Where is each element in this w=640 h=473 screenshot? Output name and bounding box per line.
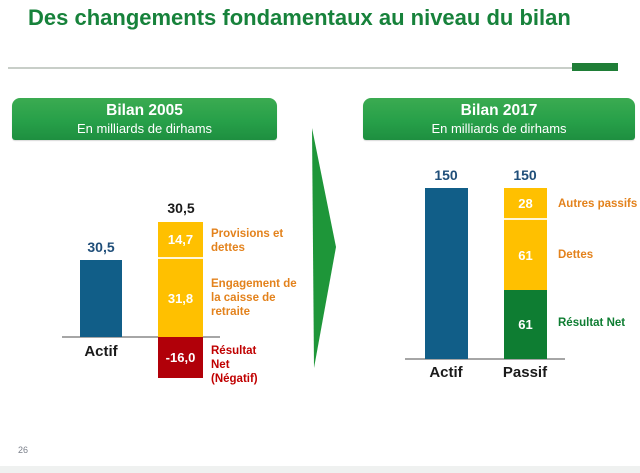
axis-2017 [405, 358, 565, 360]
anno-2005-resultat: Résultat Net (Négatif) [211, 345, 258, 386]
label-2017-actif-total: 150 [434, 167, 458, 183]
anno-2005-provisions: Provisions et dettes [211, 228, 284, 255]
label-2017-passif-total: 150 [513, 167, 537, 183]
page-title: Des changements fondamentaux au niveau d… [28, 5, 571, 30]
seg-2005-resultat-value: -16,0 [165, 350, 196, 365]
header-bilan-2005: Bilan 2005 En milliards de dirhams [12, 98, 277, 140]
title-underline-accent [572, 63, 618, 71]
seg-2005-provisions-value: 14,7 [167, 232, 194, 247]
label-2005-passif-total: 30,5 [167, 200, 195, 216]
seg-2005-provisions: 14,7 [158, 222, 203, 259]
header-bilan-2017-subtitle: En milliards de dirhams [431, 121, 567, 136]
header-bilan-2005-title: Bilan 2005 [106, 102, 183, 119]
seg-2005-engagement-value: 31,8 [167, 290, 194, 306]
bar-2005-actif [80, 260, 122, 337]
seg-2017-dettes: 61 [504, 220, 547, 290]
header-bilan-2017-title: Bilan 2017 [460, 102, 538, 119]
cat-2017-actif: Actif [429, 364, 463, 381]
seg-2017-dettes-value: 61 [518, 247, 533, 263]
seg-2017-autres: 28 [504, 188, 547, 220]
bottom-strip [0, 466, 640, 473]
anno-2017-autres: Autres passifs [558, 198, 638, 210]
axis-2005 [62, 336, 220, 338]
header-bilan-2005-subtitle: En milliards de dirhams [76, 121, 213, 136]
cat-2005-actif: Actif [84, 343, 118, 360]
bar-2017-actif [425, 188, 468, 359]
seg-2005-resultat: -16,0 [158, 337, 203, 378]
anno-2017-dettes: Dettes [558, 249, 594, 261]
right-arrow-icon [312, 128, 336, 368]
anno-2005-engagement: Engagement de la caisse de retraite [211, 278, 297, 319]
header-bilan-2017: Bilan 2017 En milliards de dirhams [363, 98, 635, 140]
seg-2017-resultat: 61 [504, 290, 547, 359]
seg-2017-autres-value: 28 [518, 195, 533, 211]
anno-2017-resultat: Résultat Net [558, 317, 626, 329]
title-underline [8, 67, 572, 69]
seg-2017-resultat-value: 61 [518, 317, 533, 332]
page-number: 26 [18, 445, 29, 455]
cat-2017-passif: Passif [502, 364, 548, 381]
seg-2005-engagement: 31,8 [158, 259, 203, 337]
label-2005-actif-total: 30,5 [87, 239, 115, 255]
